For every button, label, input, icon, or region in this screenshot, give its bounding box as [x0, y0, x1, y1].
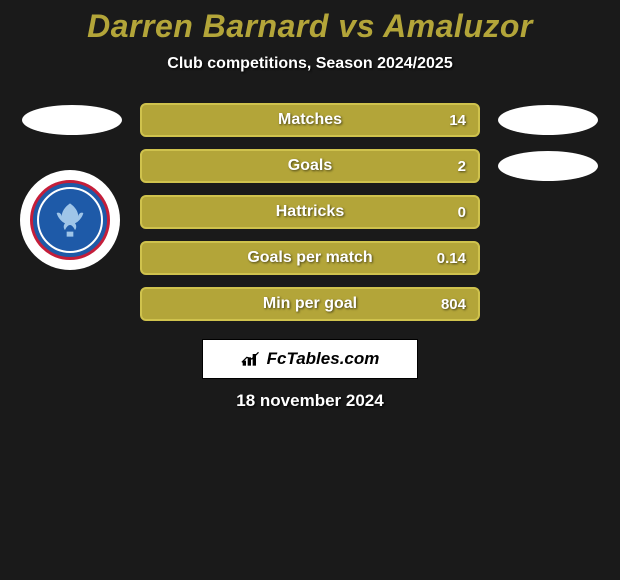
title-player1: Darren Barnard	[87, 8, 329, 44]
bar-chart-icon	[241, 350, 261, 368]
title-player2: Amaluzor	[383, 8, 533, 44]
club-badge-inner	[30, 180, 110, 260]
player2-marker	[498, 105, 598, 135]
stat-label: Hattricks	[276, 203, 344, 221]
brand-box[interactable]: FcTables.com	[202, 339, 418, 379]
stat-label: Min per goal	[263, 295, 357, 313]
subtitle: Club competitions, Season 2024/2025	[0, 55, 620, 73]
stat-value: 14	[449, 112, 466, 129]
spacer	[22, 289, 122, 319]
stat-value: 2	[458, 158, 466, 175]
player1-marker	[22, 105, 122, 135]
brand-text: FcTables.com	[267, 349, 380, 369]
stat-label: Goals	[288, 157, 332, 175]
title-vs: vs	[329, 8, 383, 44]
stat-label: Matches	[278, 111, 342, 129]
date-text: 18 november 2024	[0, 391, 620, 411]
player2-marker	[498, 151, 598, 181]
stat-row: Matches 14	[0, 103, 620, 137]
stat-value: 804	[441, 296, 466, 313]
stat-bar: Min per goal 804	[140, 287, 480, 321]
stat-row: Min per goal 804	[0, 287, 620, 321]
phoenix-icon	[50, 200, 90, 240]
spacer	[498, 289, 598, 319]
stat-value: 0	[458, 204, 466, 221]
stat-bar: Matches 14	[140, 103, 480, 137]
infographic-container: Darren Barnard vs Amaluzor Club competit…	[0, 0, 620, 411]
club-badge	[20, 170, 120, 270]
page-title: Darren Barnard vs Amaluzor	[0, 8, 620, 45]
stat-label: Goals per match	[247, 249, 372, 267]
spacer	[498, 197, 598, 227]
spacer	[498, 243, 598, 273]
stat-value: 0.14	[437, 250, 466, 267]
stat-bar: Goals per match 0.14	[140, 241, 480, 275]
stat-bar: Hattricks 0	[140, 195, 480, 229]
stat-bar: Goals 2	[140, 149, 480, 183]
